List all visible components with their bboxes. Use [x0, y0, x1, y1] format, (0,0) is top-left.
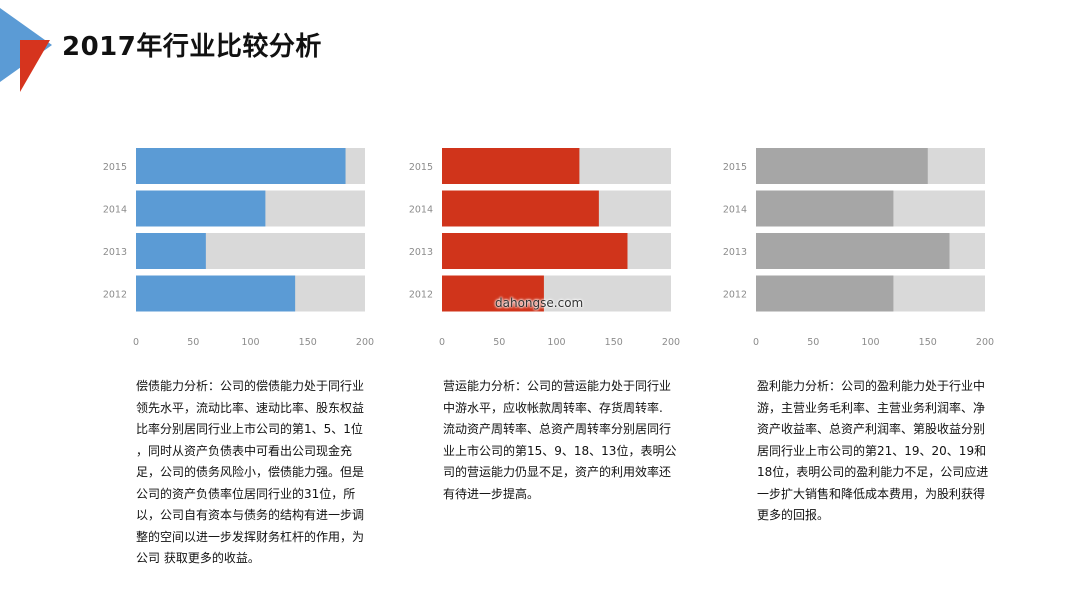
y-tick-label: 2013	[103, 247, 127, 258]
bar-2012	[756, 275, 894, 312]
bar-2014	[442, 190, 599, 227]
x-tick-label: 0	[133, 337, 139, 348]
y-tick-label: 2012	[409, 290, 433, 301]
bar-chart-svg: 2015 2014 2013 2012 0 50 100 150 200	[723, 148, 994, 348]
bar-2015	[136, 148, 346, 184]
bar-2015	[756, 148, 928, 184]
x-tick-label: 100	[861, 337, 879, 348]
y-tick-label: 2014	[409, 205, 433, 216]
description-debt-solvency: 偿债能力分析：公司的偿债能力处于同行业领先水平，流动比率、速动比率、股东权益比率…	[136, 379, 365, 565]
description-profitability: 盈利能力分析：公司的盈利能力处于行业中游，主营业务毛利率、主营业务利润率、净资产…	[757, 379, 989, 522]
x-tick-label: 50	[807, 337, 819, 348]
bar-2012	[442, 275, 544, 312]
x-tick-label: 200	[976, 337, 994, 348]
bar-2013	[442, 233, 628, 269]
y-tick-label: 2013	[723, 247, 747, 258]
y-tick-label: 2012	[103, 290, 127, 301]
x-tick-label: 0	[753, 337, 759, 348]
y-tick-label: 2015	[723, 162, 747, 173]
bar-2013	[136, 233, 206, 269]
y-tick-label: 2013	[409, 247, 433, 258]
description-operating-capacity: 营运能力分析：公司的营运能力处于同行业中游水平，应收帐款周转率、存货周转率. 流…	[443, 379, 677, 501]
bar-chart-svg: 2015 2014 2013 2012 0 50 100 150 200	[409, 148, 680, 348]
x-tick-label: 100	[547, 337, 565, 348]
bar-2015	[442, 148, 580, 184]
logo	[0, 8, 52, 92]
bar-2014	[136, 190, 266, 227]
watermark: dahongse.com	[495, 296, 584, 310]
y-tick-label: 2014	[723, 205, 747, 216]
y-tick-label: 2012	[723, 290, 747, 301]
x-tick-label: 50	[187, 337, 199, 348]
bar-chart-svg: 2015 2014 2013 2012 0 50 100 150 200	[103, 148, 374, 348]
x-tick-label: 150	[605, 337, 623, 348]
bar-2014	[756, 190, 894, 227]
x-tick-label: 200	[356, 337, 374, 348]
x-tick-label: 150	[919, 337, 937, 348]
y-tick-label: 2014	[103, 205, 127, 216]
y-tick-label: 2015	[103, 162, 127, 173]
bar-2013	[756, 233, 950, 269]
x-tick-label: 0	[439, 337, 445, 348]
bar-2012	[136, 275, 296, 312]
x-tick-label: 200	[662, 337, 680, 348]
x-tick-label: 100	[241, 337, 259, 348]
page-title: 2017年行业比较分析	[62, 32, 322, 62]
logo-red-triangle	[20, 40, 50, 92]
y-tick-label: 2015	[409, 162, 433, 173]
x-tick-label: 50	[493, 337, 505, 348]
x-tick-label: 150	[299, 337, 317, 348]
